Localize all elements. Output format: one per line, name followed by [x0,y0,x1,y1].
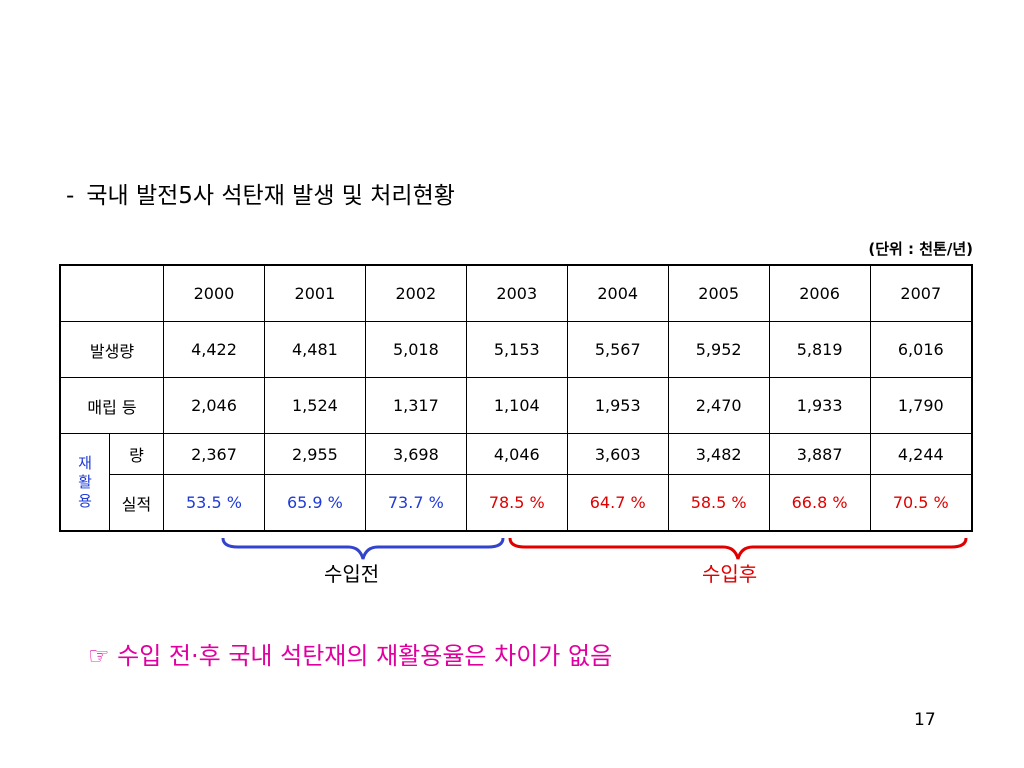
rate-cell-after: 58.5 % [667,474,770,532]
header-row: 2000 2001 2002 2003 2004 2005 2006 2007 [59,264,973,322]
table-cell: 4,422 [163,321,265,378]
table-cell: 4,481 [263,321,366,378]
table-cell: 2,470 [667,377,770,434]
table-cell: 4,244 [869,433,973,475]
title-dash: - [66,183,75,209]
unit-label: (단위 : 천톤/년) [868,240,973,258]
recycle-char: 활 [78,472,92,491]
rate-cell-before: 53.5 % [163,474,265,532]
table-cell: 3,698 [364,433,467,475]
table-row-generation: 발생량 4,422 4,481 5,018 5,153 5,567 5,952 … [59,321,973,378]
year-header: 2007 [869,264,973,322]
rate-cell-after: 78.5 % [465,474,568,532]
table-cell: 5,952 [667,321,770,378]
rate-cell-before: 65.9 % [263,474,366,532]
year-header: 2000 [163,264,265,322]
table-cell: 1,790 [869,377,973,434]
table-cell: 5,819 [768,321,871,378]
after-import-brace [508,537,968,560]
table-cell: 2,046 [163,377,265,434]
table-cell: 4,046 [465,433,568,475]
table-cell: 3,482 [667,433,770,475]
conclusion-note: ☞ 수입 전·후 국내 석탄재의 재활용율은 차이가 없음 [88,642,613,670]
row-label: 실적 [109,474,164,532]
year-header: 2002 [364,264,467,322]
table-cell: 5,153 [465,321,568,378]
table-cell: 6,016 [869,321,973,378]
recycle-char: 용 [78,491,92,510]
rate-cell-after: 70.5 % [869,474,973,532]
row-label: 매립 등 [59,377,164,434]
table-cell: 1,524 [263,377,366,434]
before-import-brace [221,537,505,560]
rate-cell-after: 66.8 % [768,474,871,532]
row-label: 량 [109,433,164,475]
page-number: 17 [914,710,936,730]
year-header: 2005 [667,264,770,322]
year-header: 2006 [768,264,871,322]
table-row-recycle-rate: 실적 53.5 % 65.9 % 73.7 % 78.5 % 64.7 % 58… [60,474,973,532]
table-cell: 3,887 [768,433,871,475]
table-cell: 1,317 [364,377,467,434]
year-header: 2004 [566,264,669,322]
title-text: 국내 발전5사 석탄재 발생 및 처리현황 [86,183,455,209]
row-label: 발생량 [59,321,164,378]
table-cell: 5,018 [364,321,467,378]
rate-cell-before: 73.7 % [364,474,467,532]
table-cell: 1,104 [465,377,568,434]
table-cell: 1,933 [768,377,871,434]
before-import-label: 수입전 [324,562,380,586]
table-row-landfill: 매립 등 2,046 1,524 1,317 1,104 1,953 2,470… [59,377,973,434]
recycle-char: 재 [78,453,92,472]
table-cell: 2,955 [263,433,366,475]
recycle-group-label: 재 활 용 [59,433,110,532]
table-cell: 1,953 [566,377,669,434]
coal-ash-table: 2000 2001 2002 2003 2004 2005 2006 2007 … [59,264,973,532]
table-cell: 3,603 [566,433,669,475]
slide-title: - 국내 발전5사 석탄재 발생 및 처리현황 [66,176,455,210]
table-row-recycle-amount: 재 활 용 량 2,367 2,955 3,698 4,046 3,603 3,… [59,433,973,532]
year-header: 2003 [465,264,568,322]
year-header: 2001 [263,264,366,322]
table-cell: 5,567 [566,321,669,378]
table-cell: 2,367 [163,433,265,475]
after-import-label: 수입후 [702,562,758,586]
header-corner-cell [59,264,164,322]
rate-cell-after: 64.7 % [566,474,669,532]
